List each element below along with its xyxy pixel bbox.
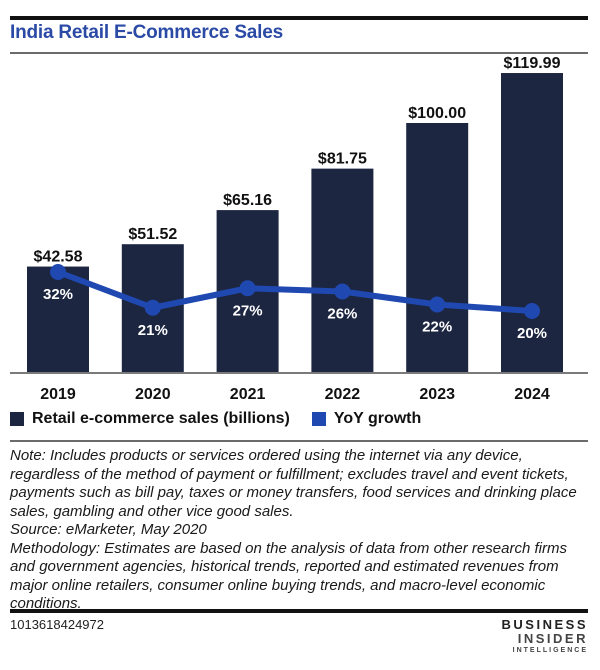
bar-2023 (406, 123, 469, 373)
x-tick-label-2020: 2020 (135, 386, 171, 403)
methodology-text: Methodology: Estimates are based on the … (10, 539, 567, 613)
growth-label-2020: 21% (138, 322, 168, 339)
chart-title: India Retail E-Commerce Sales (10, 22, 283, 43)
bar-value-label-2022: $81.75 (318, 151, 367, 168)
brand-line-2: INSIDER (517, 631, 588, 646)
x-tick-label-2024: 2024 (514, 386, 550, 403)
bars-layer (27, 73, 563, 374)
growth-point-2022 (334, 283, 351, 300)
growth-label-2022: 26% (327, 306, 357, 323)
legend-label-sales: Retail e-commerce sales (billions) (32, 410, 290, 427)
top-rule (10, 16, 588, 20)
legend-item-sales: Retail e-commerce sales (billions) (10, 410, 290, 428)
business-insider-logo: BUSINESS INSIDER INTELLIGENCE (502, 617, 588, 655)
growth-point-2020 (144, 299, 161, 316)
x-tick-label-2023: 2023 (419, 386, 455, 403)
x-tick-label-2019: 2019 (40, 386, 76, 403)
bar-value-label-2024: $119.99 (504, 55, 561, 72)
growth-point-2019 (50, 264, 66, 280)
growth-label-2024: 20% (517, 325, 547, 342)
bar-value-label-2023: $100.00 (408, 105, 466, 122)
growth-label-2023: 22% (422, 319, 452, 336)
chart-area: $42.58 2019 $51.52 2020 $65.16 2021 $81.75 2022… (10, 55, 588, 403)
x-tick-label-2021: 2021 (230, 386, 266, 403)
bar-2022 (311, 168, 374, 373)
bar-2019 (27, 266, 89, 373)
title-divider (10, 52, 588, 54)
bar-value-label-2019: $42.58 (34, 249, 83, 266)
growth-label-2019: 32% (43, 286, 73, 303)
legend: Retail e-commerce sales (billions) YoY g… (10, 410, 443, 428)
source-text: Source: eMarketer, May 2020 (10, 521, 207, 538)
labels-layer: $42.58 2019 $51.52 2020 $65.16 2021 $81.75 2022… (34, 55, 561, 403)
bar-value-label-2021: $65.16 (223, 192, 272, 209)
legend-label-growth: YoY growth (333, 410, 422, 427)
chart-id: 1013618424972 (10, 617, 104, 632)
bar-value-label-2020: $51.52 (128, 226, 177, 243)
legend-item-growth: YoY growth (311, 410, 422, 428)
brand-line-1: BUSINESS (501, 617, 588, 632)
footer-rule (10, 609, 588, 613)
growth-label-2021: 27% (233, 302, 263, 319)
growth-point-2021 (239, 280, 256, 297)
notes-divider (10, 440, 588, 442)
notes: Note: Includes products or services orde… (10, 447, 595, 614)
brand-line-3: INTELLIGENCE (512, 647, 588, 654)
growth-line (55, 269, 535, 314)
x-tick-label-2022: 2022 (325, 386, 361, 403)
note-text: Note: Includes products or services orde… (10, 447, 577, 520)
growth-point-2024 (524, 303, 540, 319)
legend-swatch-growth (311, 412, 326, 426)
legend-swatch-sales (10, 412, 24, 426)
bar-2024 (501, 73, 563, 374)
growth-point-2023 (429, 296, 446, 313)
growth-line-layer (50, 264, 540, 319)
